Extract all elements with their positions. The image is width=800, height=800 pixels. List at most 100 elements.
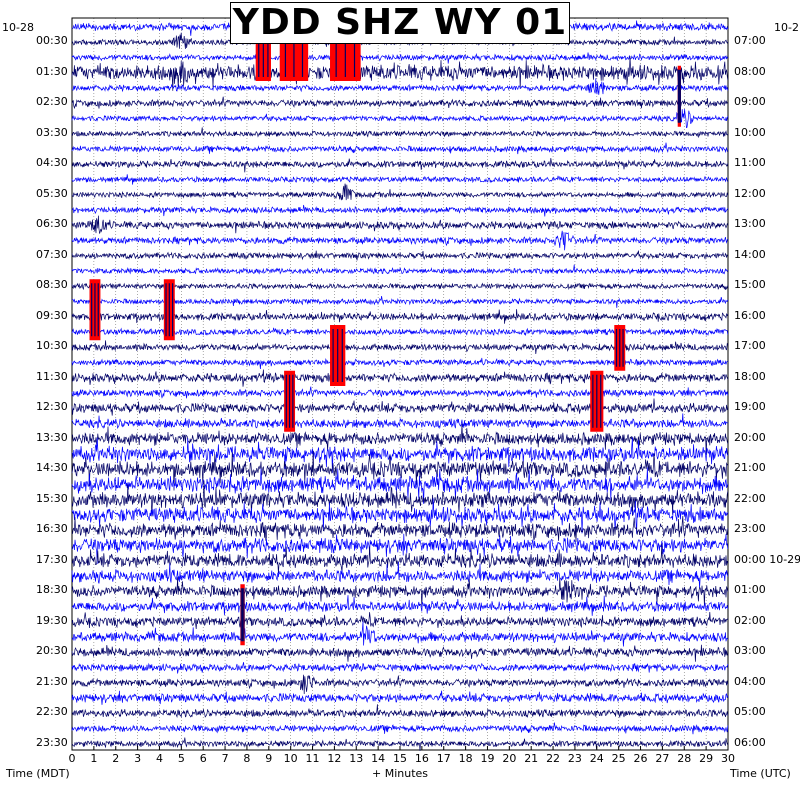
right-hour-label: 01:00	[734, 583, 766, 597]
left-hour-label: 04:30	[36, 156, 68, 170]
left-hour-label: 23:30	[36, 735, 68, 749]
left-hour-label: 13:30	[36, 430, 68, 444]
right-hour-label: 17:00	[734, 339, 766, 353]
trace-row	[71, 690, 729, 705]
trace-row	[71, 398, 729, 416]
right-hour-label: 11:00	[734, 156, 766, 170]
trace-row	[71, 282, 729, 291]
right-hour-label: 09:00	[734, 95, 766, 109]
x-tick-label: 27	[655, 752, 670, 765]
trace-row	[71, 621, 729, 647]
trace-row	[71, 309, 729, 324]
trace-row	[71, 215, 729, 234]
trace-row	[71, 142, 729, 155]
x-tick-label: 30	[721, 752, 735, 765]
x-tick-label: 23	[567, 752, 582, 765]
x-tick-label: 16	[414, 752, 429, 765]
left-hour-label: 03:30	[36, 125, 68, 139]
start-date-right: 10-2	[774, 21, 799, 34]
trace-row	[71, 230, 729, 251]
x-axis-ticks	[71, 746, 729, 750]
left-hour-label: 08:30	[36, 278, 68, 292]
x-tick-label: 14	[371, 752, 386, 765]
right-hour-label: 19:00	[734, 400, 766, 414]
left-hour-label: 16:30	[36, 522, 68, 536]
trace-row	[71, 611, 729, 630]
left-hour-label: 14:30	[36, 461, 68, 475]
right-hour-label: 13:00	[734, 217, 766, 231]
right-hour-label: 10:00	[734, 125, 766, 139]
right-hour-label: 15:00	[734, 278, 766, 292]
trace-row	[71, 204, 729, 217]
left-hour-label: 06:30	[36, 217, 68, 231]
trace-row	[71, 533, 729, 565]
left-hour-label: 21:30	[36, 674, 68, 688]
trace-row	[71, 595, 729, 616]
trace-row	[71, 183, 729, 201]
left-hour-label: 17:30	[36, 552, 68, 566]
x-tick-label: 3	[134, 752, 142, 765]
trace-row	[71, 577, 729, 607]
trace-row	[71, 515, 729, 542]
x-tick-label: 4	[155, 752, 163, 765]
trace-row	[71, 386, 729, 399]
x-tick-label: 21	[524, 752, 539, 765]
seismic-traces	[71, 20, 729, 751]
trace-row	[71, 127, 729, 139]
x-tick-label: 20	[502, 752, 517, 765]
left-hour-label: 15:30	[36, 491, 68, 505]
left-hour-label: 22:30	[36, 705, 68, 719]
trace-row	[71, 722, 729, 735]
xlabel-left: Time (MDT)	[6, 767, 70, 780]
trace-row	[71, 662, 729, 674]
right-hour-label: 14:00	[734, 247, 766, 261]
trace-row	[71, 56, 729, 91]
left-hour-label: 12:30	[36, 400, 68, 414]
left-hour-label: 19:30	[36, 613, 68, 627]
x-tick-label: 24	[589, 752, 604, 765]
x-tick-label: 5	[177, 752, 185, 765]
right-hour-label: 20:00	[734, 430, 766, 444]
right-hour-label: 16:00	[734, 308, 766, 322]
x-tick-label: 28	[677, 752, 692, 765]
trace-row	[71, 644, 729, 662]
left-hour-label: 07:30	[36, 247, 68, 261]
trace-row	[71, 250, 728, 261]
left-hour-label: 00:30	[36, 34, 68, 48]
trace-row	[71, 412, 728, 430]
right-hour-label: 08:00	[734, 64, 766, 78]
trace-row	[71, 450, 729, 491]
trace-row	[71, 498, 729, 534]
x-tick-label: 10	[283, 752, 298, 765]
x-tick-label: 22	[546, 752, 561, 765]
trace-row	[71, 561, 729, 589]
trace-row	[71, 674, 729, 695]
x-tick-label: 0	[68, 752, 76, 765]
start-date-left: 10-28	[2, 21, 34, 34]
trace-row	[71, 480, 729, 517]
left-hour-label: 05:30	[36, 186, 68, 200]
left-hour-label: 18:30	[36, 583, 68, 597]
x-tick-label: 12	[327, 752, 342, 765]
right-hour-label: 06:00	[734, 735, 766, 749]
right-hour-label: 18:00	[734, 369, 766, 383]
right-hour-label: 03:00	[734, 644, 766, 658]
x-tick-label: 29	[699, 752, 714, 765]
trace-row	[71, 96, 728, 110]
minute-gridlines	[93, 18, 707, 750]
x-tick-label: 2	[112, 752, 120, 765]
right-hour-label: 12:00	[734, 186, 766, 200]
right-hour-label: 02:00	[734, 613, 766, 627]
right-hour-label: 00:00 10-29	[734, 552, 800, 566]
trace-row	[71, 423, 729, 456]
right-hour-label: 23:00	[734, 522, 766, 536]
x-tick-label: 11	[305, 752, 320, 765]
left-hour-label: 10:30	[36, 339, 68, 353]
x-tick-label: 17	[436, 752, 451, 765]
trace-row	[71, 158, 729, 173]
right-hour-label: 21:00	[734, 461, 766, 475]
trace-row	[71, 264, 729, 275]
trace-row	[71, 369, 729, 387]
x-tick-label: 8	[243, 752, 251, 765]
